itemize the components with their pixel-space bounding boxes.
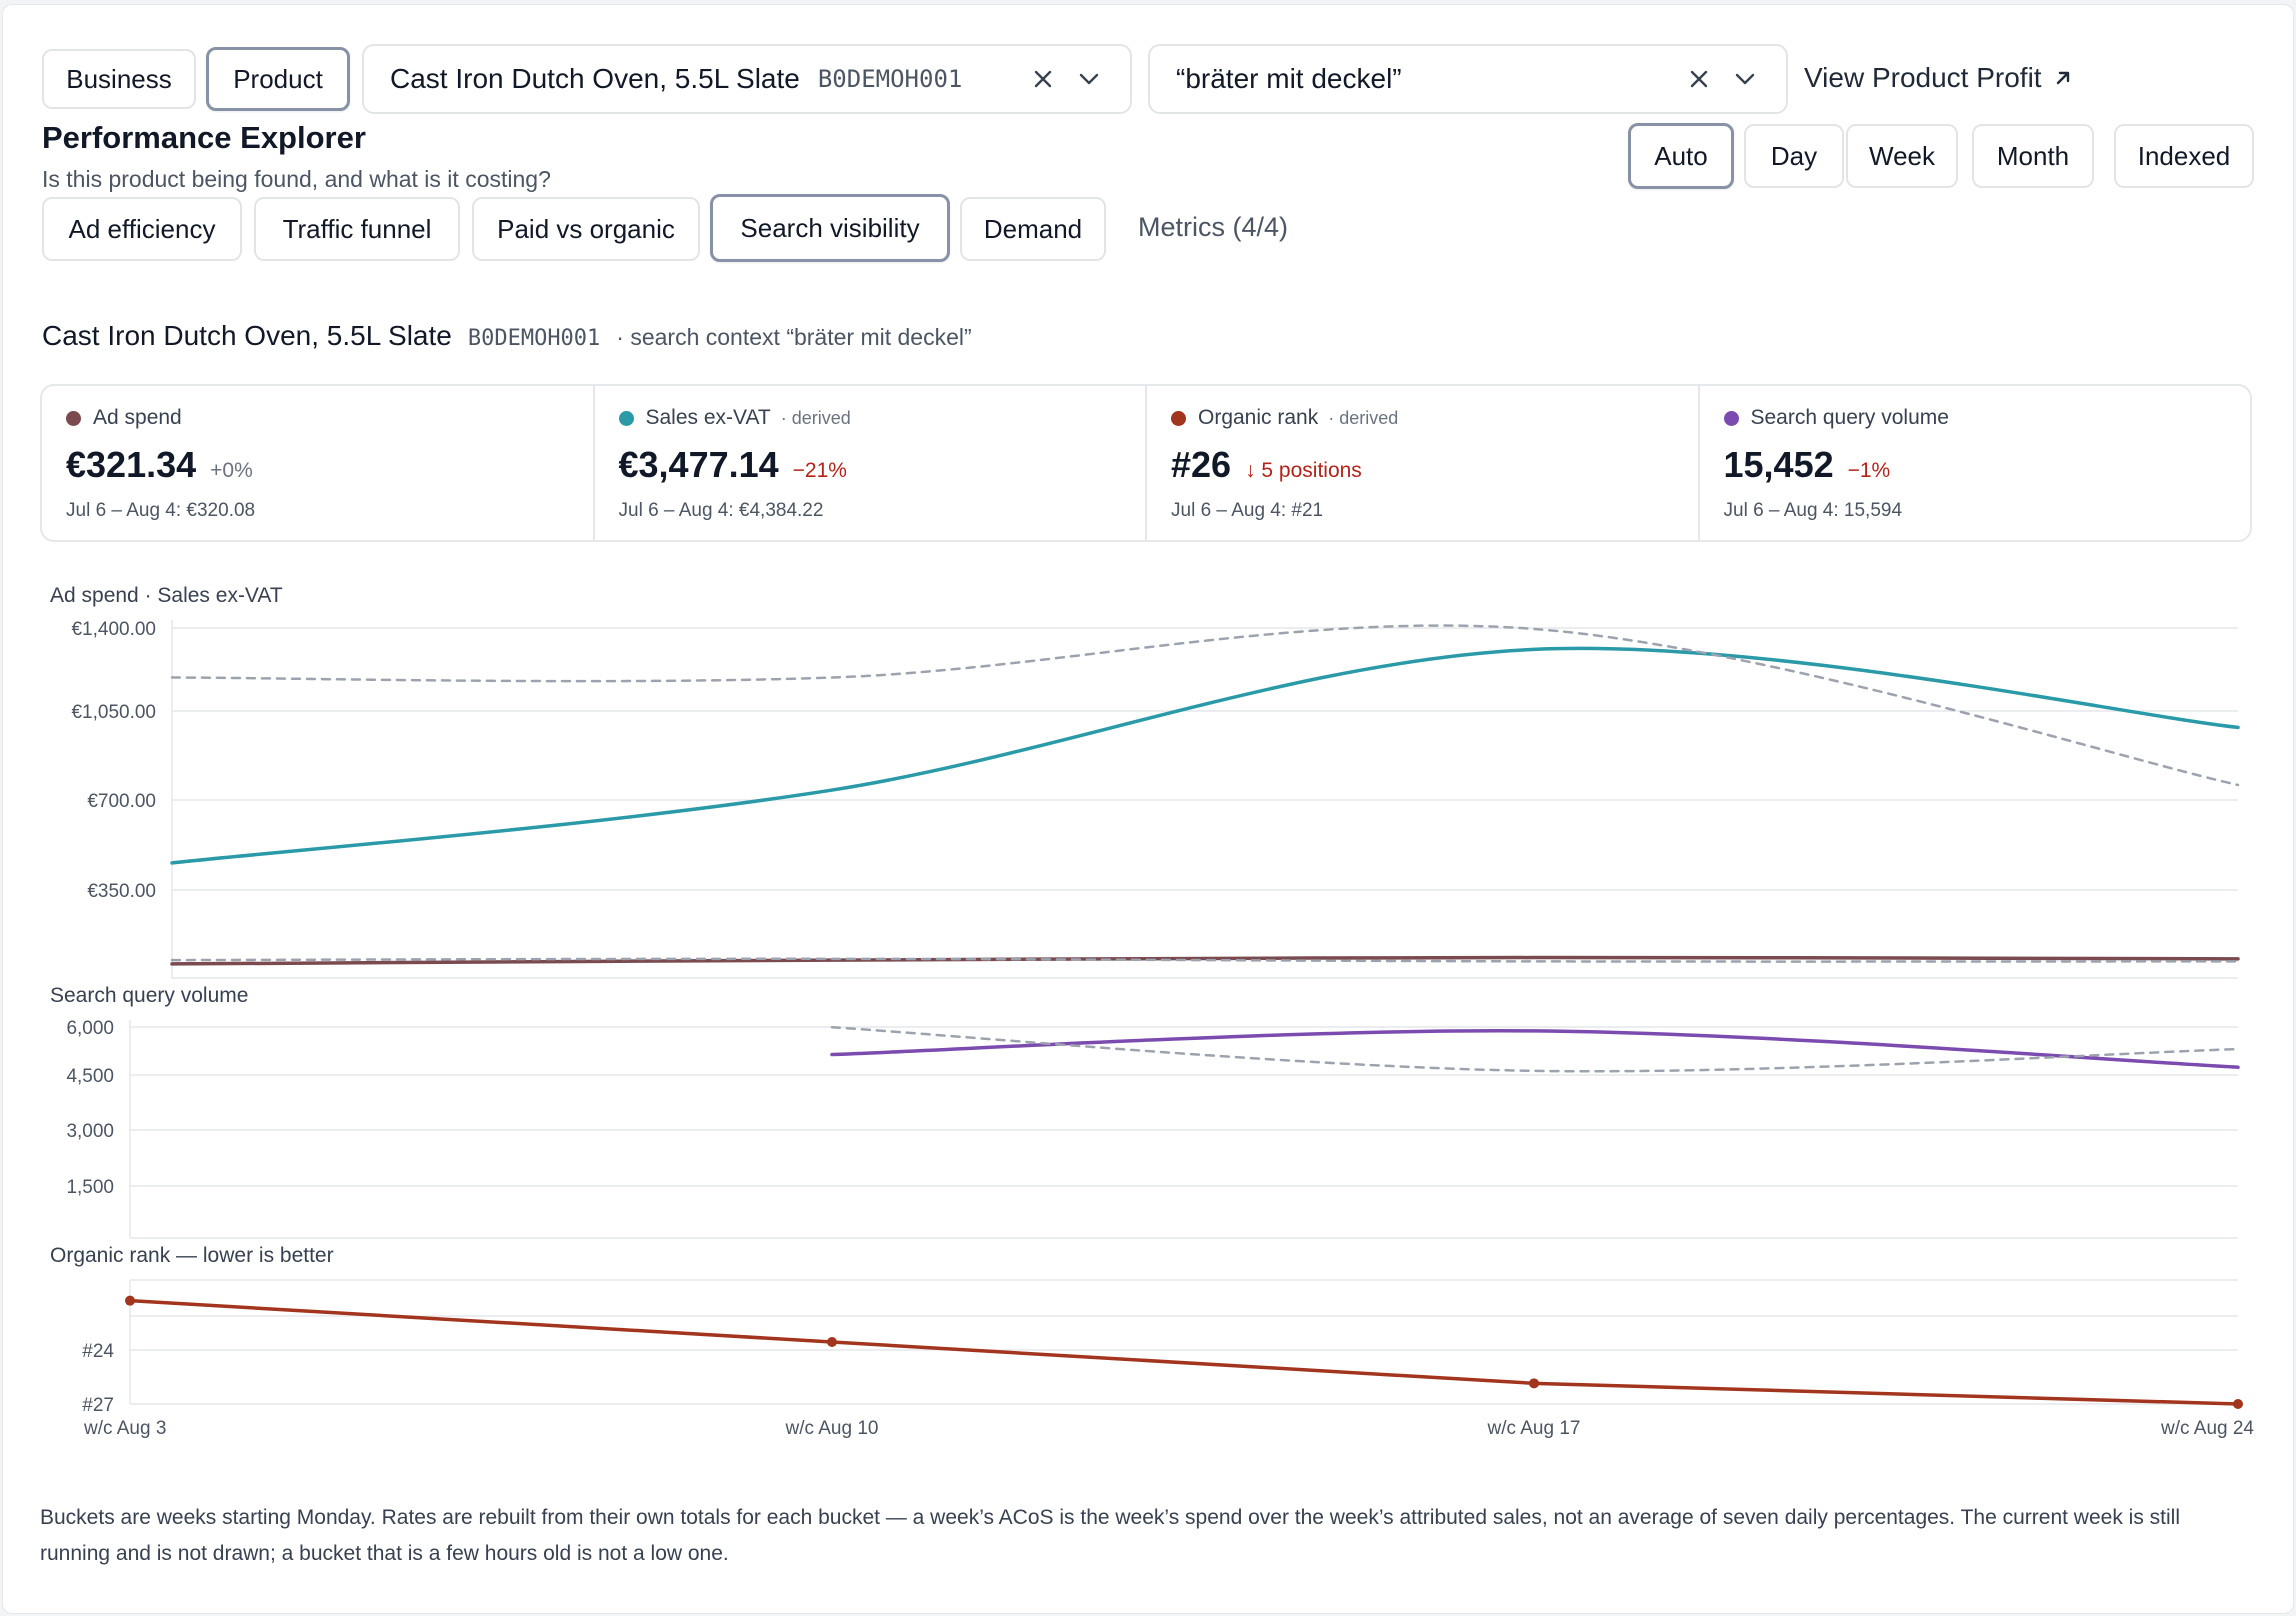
series-line bbox=[170, 955, 2240, 966]
metric-value: #26 bbox=[1171, 444, 1232, 485]
metric-cards: Ad spend €321.34 +0% Jul 6 – Aug 4: €320.… bbox=[40, 384, 2252, 542]
series-point bbox=[125, 1295, 135, 1306]
x-tick-label: w/c Aug 24 bbox=[2160, 1418, 2254, 1439]
metric-value: €3,477.14 bbox=[618, 444, 779, 485]
series-line bbox=[128, 1298, 2240, 1406]
y-tick-label: 4,500 bbox=[66, 1066, 114, 1087]
tab-search-visibility[interactable]: Search visibility bbox=[710, 194, 950, 262]
chart-title: Search query volume bbox=[50, 984, 248, 1007]
y-tick-label: €350.00 bbox=[87, 881, 156, 902]
footnote: Buckets are weeks starting Monday. Rates… bbox=[40, 1506, 2180, 1565]
metric-card-sales: Sales ex-VAT · derived €3,477.14 −21% Jul … bbox=[595, 386, 1147, 540]
y-tick-label: €700.00 bbox=[87, 791, 156, 812]
metric-card-ad-spend: Ad spend €321.34 +0% Jul 6 – Aug 4: €320.… bbox=[42, 386, 595, 540]
metric-change: −21% bbox=[792, 459, 847, 482]
series-point bbox=[827, 1337, 837, 1347]
granularity-indexed-button[interactable]: Indexed bbox=[2114, 124, 2254, 188]
series-dot bbox=[1723, 410, 1739, 426]
search-term-value: “bräter mit deckel” bbox=[1176, 63, 1402, 94]
y-tick-label: #27 bbox=[82, 1395, 114, 1416]
metric-card-organic-rank: Organic rank · derived #26 ↓ 5 positions J… bbox=[1147, 386, 1700, 540]
series-point bbox=[1529, 1378, 1539, 1389]
context-product-name: Cast Iron Dutch Oven, 5.5L Slate bbox=[42, 320, 452, 351]
y-tick-label: #24 bbox=[82, 1341, 114, 1362]
y-tick-label: 6,000 bbox=[66, 1018, 114, 1039]
granularity-month-button[interactable]: Month bbox=[1972, 124, 2094, 188]
scope-business-button[interactable]: Business bbox=[42, 49, 196, 109]
metric-change: +0% bbox=[210, 459, 253, 482]
y-tick-label: €1,400.00 bbox=[71, 619, 156, 640]
metric-compare: Jul 6 – Aug 4: €320.08 bbox=[66, 500, 256, 521]
series-line bbox=[830, 1026, 2240, 1073]
chevron-down-icon[interactable] bbox=[1072, 62, 1106, 96]
metric-label: Sales ex-VAT bbox=[645, 406, 771, 429]
chart-title: Organic rank — lower is better bbox=[50, 1244, 334, 1267]
page-subtitle: Is this product being found, and what is… bbox=[42, 166, 551, 192]
tab-paid-vs-organic[interactable]: Paid vs organic bbox=[472, 197, 700, 261]
metric-compare: Jul 6 – Aug 4: €4,384.22 bbox=[618, 500, 824, 521]
search-term-select[interactable]: “bräter mit deckel” bbox=[1148, 44, 1788, 114]
metric-value: 15,452 bbox=[1723, 444, 1834, 485]
y-tick-label: 3,000 bbox=[66, 1121, 114, 1142]
metric-value: €321.34 bbox=[66, 444, 197, 485]
series-line bbox=[170, 646, 2240, 865]
product-select-code: B0DEMOH001 bbox=[817, 65, 963, 93]
metric-tag: · derived bbox=[1328, 407, 1399, 428]
series-line bbox=[830, 1029, 2240, 1069]
view-product-profit-label: View Product Profit bbox=[1804, 62, 2042, 93]
metric-label: Organic rank bbox=[1198, 406, 1319, 429]
context-product-code: B0DEMOH001 bbox=[467, 326, 601, 351]
granularity-week-button[interactable]: Week bbox=[1846, 124, 1958, 188]
close-icon[interactable] bbox=[1682, 62, 1716, 96]
x-tick-label: w/c Aug 17 bbox=[1487, 1418, 1581, 1439]
charts-area: Ad spend · Sales ex-VAT €1,400.00 €1,050.0… bbox=[50, 584, 2254, 1439]
metric-compare: Jul 6 – Aug 4: 15,594 bbox=[1723, 500, 1903, 521]
metric-compare: Jul 6 – Aug 4: #21 bbox=[1171, 500, 1324, 521]
metric-change: ↓ 5 positions bbox=[1245, 459, 1362, 482]
page-title: Performance Explorer bbox=[42, 120, 366, 155]
arrow-up-right-icon bbox=[2054, 69, 2072, 87]
metrics-toggle[interactable]: Metrics (4/4) bbox=[1138, 212, 1289, 242]
product-select-name: Cast Iron Dutch Oven, 5.5L Slate bbox=[390, 63, 800, 94]
metric-tag: · derived bbox=[780, 407, 851, 428]
series-line bbox=[170, 624, 2240, 787]
series-line bbox=[170, 957, 2240, 963]
context-search: · search context “bräter mit deckel” bbox=[616, 324, 972, 350]
product-context: Cast Iron Dutch Oven, 5.5L Slate B0DEMOH… bbox=[42, 320, 972, 352]
metric-label: Ad spend bbox=[93, 406, 182, 429]
metric-card-search-volume: Search query volume 15,452 −1% Jul 6 – Au… bbox=[1700, 386, 2251, 540]
metric-change: −1% bbox=[1847, 459, 1891, 482]
y-tick-label: 1,500 bbox=[66, 1177, 114, 1198]
y-tick-label: €1,050.00 bbox=[71, 702, 156, 723]
scope-product-button[interactable]: Product bbox=[206, 47, 350, 111]
view-product-profit-link[interactable]: View Product Profit bbox=[1804, 62, 2072, 94]
product-select[interactable]: Cast Iron Dutch Oven, 5.5L Slate B0DEMOH… bbox=[362, 44, 1132, 114]
granularity-auto-button[interactable]: Auto bbox=[1628, 123, 1734, 189]
tab-ad-efficiency[interactable]: Ad efficiency bbox=[42, 197, 242, 261]
tab-traffic-funnel[interactable]: Traffic funnel bbox=[254, 197, 460, 261]
x-tick-label: w/c Aug 10 bbox=[785, 1418, 879, 1439]
chart-title: Ad spend · Sales ex-VAT bbox=[50, 584, 283, 607]
chevron-down-icon[interactable] bbox=[1728, 62, 1762, 96]
tab-demand[interactable]: Demand bbox=[960, 197, 1106, 261]
metric-label: Search query volume bbox=[1750, 406, 1949, 429]
series-dot bbox=[1171, 410, 1186, 426]
series-dot bbox=[66, 410, 81, 426]
close-icon[interactable] bbox=[1026, 62, 1060, 96]
series-dot bbox=[618, 410, 634, 426]
x-tick-label: w/c Aug 3 bbox=[83, 1418, 166, 1439]
app-frame bbox=[2, 4, 2294, 1614]
series-point bbox=[2233, 1399, 2243, 1409]
granularity-day-button[interactable]: Day bbox=[1744, 124, 1844, 188]
